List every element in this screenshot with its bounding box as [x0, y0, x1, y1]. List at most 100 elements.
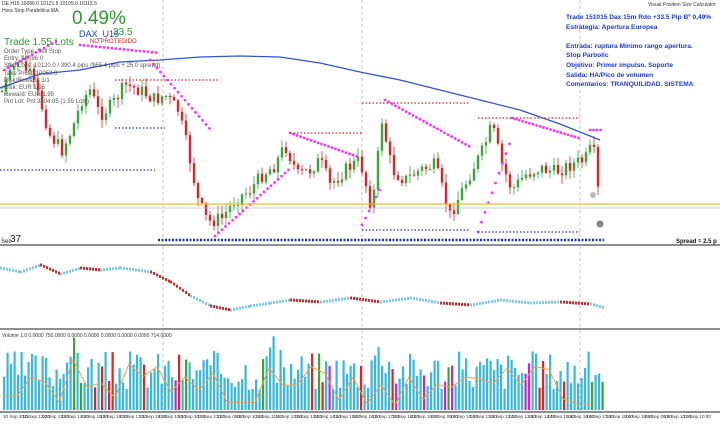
- oscillator-bar: [170, 280, 172, 284]
- candle-body: [428, 168, 432, 170]
- candle-body: [8, 69, 12, 80]
- oscillator-bar: [245, 305, 247, 309]
- sar-dot: [573, 135, 577, 139]
- candle-body: [116, 97, 120, 100]
- volume-bar: [73, 337, 76, 410]
- candle-body: [56, 139, 60, 144]
- candle-body: [280, 147, 284, 158]
- sar-dot: [280, 174, 283, 178]
- oscillator-bar: [95, 268, 97, 271]
- oscillator-bar: [156, 273, 158, 277]
- oscillator-bar: [485, 301, 487, 304]
- candle-body: [528, 174, 532, 177]
- oscillator-bar: [55, 270, 57, 274]
- volume-bar: [374, 355, 377, 410]
- oscillator-bar: [602, 305, 604, 309]
- volume-bar: [62, 374, 65, 410]
- oscillator-bar: [470, 303, 472, 307]
- volume-bar: [405, 383, 408, 410]
- volume-bar: [304, 376, 307, 410]
- candle-body: [60, 139, 64, 156]
- volume-bar: [391, 369, 394, 410]
- volume-bar: [139, 357, 142, 410]
- sar-dot: [367, 209, 371, 213]
- volume-bar: [342, 360, 345, 410]
- volume-bar: [423, 375, 426, 410]
- candle-body: [400, 179, 404, 184]
- oscillator-bar: [563, 300, 565, 304]
- candle-body: [484, 142, 488, 146]
- volume-bar: [174, 380, 177, 410]
- candle-body: [256, 173, 260, 185]
- candle-body: [292, 161, 296, 165]
- candle-body: [336, 180, 340, 183]
- oscillator-bar: [317, 300, 319, 304]
- candle-body: [376, 150, 380, 190]
- volume-bar: [353, 363, 356, 410]
- candle-body: [92, 89, 96, 97]
- volume-bar: [472, 387, 475, 410]
- sar-dot: [408, 112, 411, 115]
- oscillator-bar: [118, 266, 120, 270]
- oscillator-bar: [584, 302, 586, 306]
- time-label: 10 Sep 16:30: [100, 414, 128, 419]
- volume-bar: [122, 382, 125, 410]
- oscillator-bar: [569, 301, 571, 305]
- candle-body: [136, 87, 140, 95]
- volume-bar: [262, 359, 265, 410]
- oscillator-bar: [40, 263, 42, 267]
- volume-bar: [24, 375, 27, 410]
- volume-bar: [531, 351, 534, 410]
- sar-dot: [552, 129, 556, 133]
- sar-dot: [531, 122, 535, 126]
- sar-dot: [404, 110, 408, 113]
- volume-bar: [192, 378, 195, 410]
- candle-body: [108, 100, 112, 114]
- candle-body: [476, 155, 480, 169]
- candle-body: [456, 199, 460, 214]
- sar-dot: [360, 223, 364, 227]
- oscillator-bar: [138, 268, 140, 272]
- oscillator-bar: [524, 300, 526, 304]
- oscillator-bar: [404, 297, 406, 301]
- time-label: 11 Sep 11:00: [255, 414, 283, 419]
- candle-body: [564, 163, 568, 176]
- time-label: 10 Sep 18:30: [139, 414, 167, 419]
- candle-body: [560, 173, 564, 176]
- candle-body: [496, 128, 500, 144]
- candle-body: [448, 204, 452, 211]
- strategy-note-line: Salida: HA/Pico de volumen: [566, 71, 654, 79]
- oscillator-bar: [103, 268, 105, 272]
- volume-bar: [55, 369, 58, 410]
- sar-dot: [570, 134, 573, 138]
- sar-dot: [383, 98, 387, 102]
- oscillator-bar: [368, 298, 370, 302]
- sar-dot: [241, 209, 245, 213]
- oscillator-bar: [147, 270, 149, 274]
- candle-body: [580, 157, 584, 163]
- sar-dot: [201, 118, 204, 122]
- sar-dot: [118, 47, 122, 51]
- oscillator-bar: [248, 304, 250, 308]
- candle-body: [96, 96, 100, 107]
- candle-body: [296, 164, 300, 170]
- sar-dot: [273, 181, 276, 184]
- sar-dot: [295, 134, 299, 137]
- sar-dot: [577, 136, 580, 140]
- volume-bar: [199, 370, 202, 410]
- candle-body: [436, 158, 440, 169]
- candle-body: [304, 169, 308, 171]
- sar-dot: [283, 171, 287, 175]
- sar-dot: [220, 228, 224, 232]
- candle-body: [204, 202, 208, 215]
- sar-dot: [514, 117, 517, 121]
- strategy-note-line: Trade 151015 Dax 15m Rdo +33.5 Pip Bº 0,…: [566, 14, 712, 21]
- time-label: 15 Sep 09:00: [644, 414, 672, 419]
- candle-body: [572, 162, 576, 171]
- trade-symbol: DAX_U15: [79, 29, 120, 39]
- volume-bar: [300, 356, 303, 410]
- sar-dot: [155, 66, 159, 70]
- oscillator-bar: [256, 303, 258, 307]
- oscillator-bar: [208, 303, 210, 307]
